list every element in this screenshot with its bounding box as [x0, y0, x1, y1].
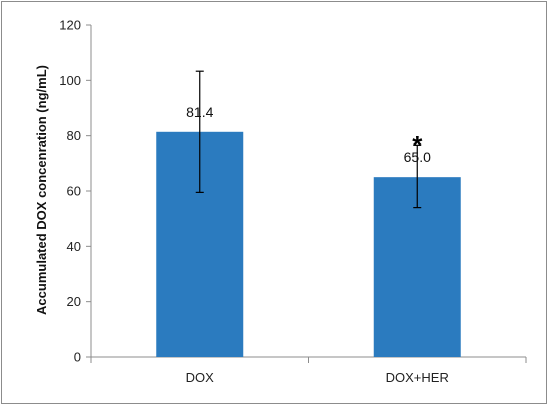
y-axis-label: Accumulated DOX concenration (ng/mL) — [34, 65, 49, 315]
y-tick-label: 0 — [74, 350, 81, 365]
x-tick-label: DOX — [186, 370, 215, 385]
y-tick-label: 80 — [67, 128, 81, 143]
y-tick-label: 100 — [59, 73, 81, 88]
y-tick-label: 60 — [67, 184, 81, 199]
data-label: 81.4 — [186, 104, 213, 120]
significance-marker: * — [412, 130, 423, 160]
x-tick-label: DOX+HER — [386, 370, 449, 385]
y-tick-label: 20 — [67, 294, 81, 309]
y-tick-label: 40 — [67, 239, 81, 254]
data-label: 65.0 — [404, 149, 431, 165]
plot-area: 0 20 40 60 80 100 120 81.4 DOX 65.0 DOX+HER * — [59, 18, 527, 385]
y-tick-label: 120 — [59, 18, 81, 33]
